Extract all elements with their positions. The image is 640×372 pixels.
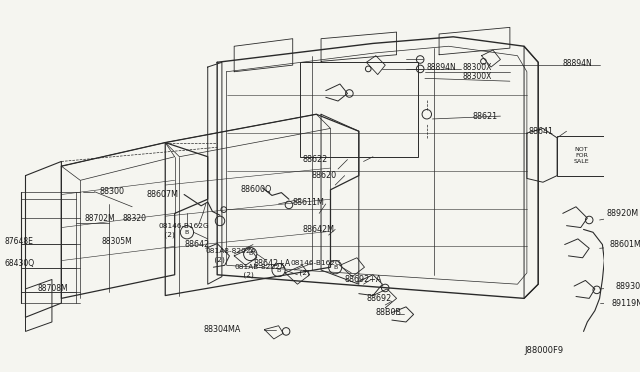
Text: 88642+A: 88642+A [253, 259, 291, 268]
Text: 88692+A: 88692+A [345, 275, 382, 284]
Text: 88607M: 88607M [147, 190, 179, 199]
Text: 89119N: 89119N [612, 299, 640, 308]
Text: 88621: 88621 [472, 112, 497, 121]
Text: 88692: 88692 [366, 294, 392, 303]
Text: 88320: 88320 [123, 214, 147, 222]
Text: 08146-B162G: 08146-B162G [159, 223, 209, 229]
Bar [557, 136, 606, 176]
Text: B: B [333, 265, 337, 270]
Text: (2): (2) [298, 270, 310, 276]
Text: 081A8-8202A: 081A8-8202A [206, 248, 257, 254]
Text: (2): (2) [163, 232, 175, 238]
Text: (2): (2) [241, 272, 253, 278]
Text: 88304MA: 88304MA [203, 325, 241, 334]
Text: 88642M: 88642M [302, 225, 334, 234]
Bar [300, 62, 419, 157]
Text: B: B [185, 230, 189, 235]
Text: 88601M: 88601M [609, 240, 640, 249]
Text: 88920M: 88920M [606, 209, 638, 218]
Text: 88305M: 88305M [102, 237, 132, 246]
Text: 88641: 88641 [529, 127, 554, 136]
Text: 88300X: 88300X [463, 62, 492, 71]
Text: 88642: 88642 [184, 240, 209, 249]
Text: 88611M: 88611M [292, 199, 324, 208]
Text: (2): (2) [212, 256, 225, 263]
Text: 88B0B: 88B0B [376, 308, 402, 317]
Text: 88894N: 88894N [427, 62, 456, 71]
Text: 87648E: 87648E [4, 237, 33, 246]
Text: 68430Q: 68430Q [4, 259, 35, 268]
Text: NOT
FOR
SALE: NOT FOR SALE [574, 147, 589, 164]
Text: 88600Q: 88600Q [241, 185, 272, 194]
Text: 88894N: 88894N [563, 59, 593, 68]
Text: B: B [276, 267, 281, 273]
Text: 88300: 88300 [99, 187, 124, 196]
Text: J88000F9: J88000F9 [524, 346, 563, 355]
Text: 88930: 88930 [616, 282, 640, 291]
Text: 88708M: 88708M [38, 285, 68, 294]
Text: 081AB-8202A: 081AB-8202A [234, 264, 285, 270]
Text: 88300X: 88300X [463, 72, 492, 81]
Text: 88620: 88620 [312, 171, 337, 180]
Text: 08146-B162G: 08146-B162G [291, 260, 342, 266]
Text: 88622: 88622 [302, 155, 328, 164]
Text: 88702M: 88702M [85, 214, 116, 222]
Text: B: B [248, 251, 252, 256]
